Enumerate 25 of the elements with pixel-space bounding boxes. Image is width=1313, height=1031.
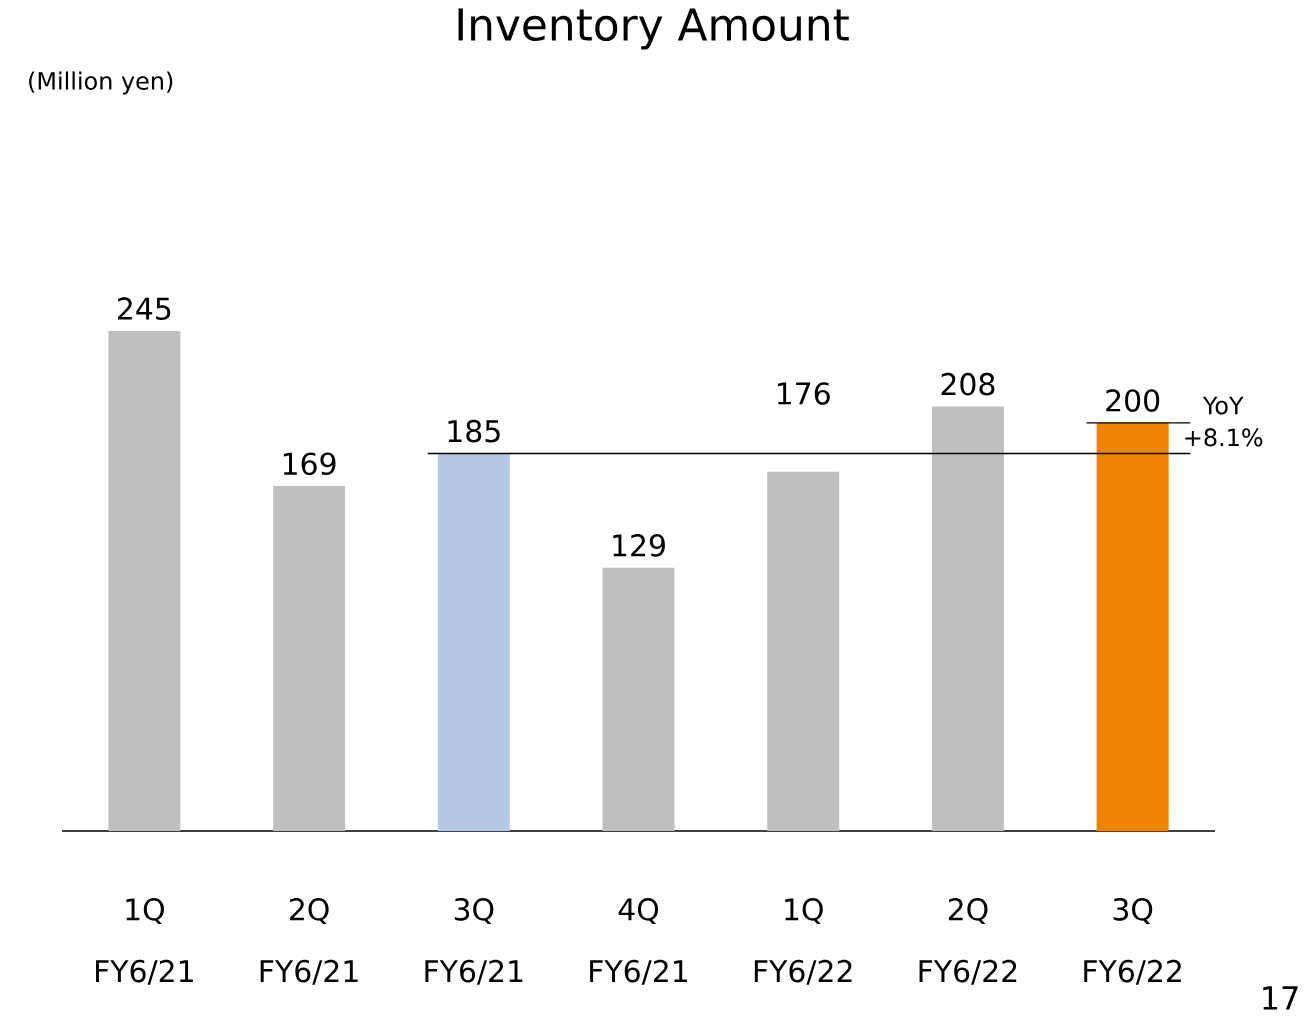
bar <box>437 453 510 831</box>
x-tick-label: 3Q FY6/21 <box>425 898 523 985</box>
bar <box>273 486 346 831</box>
text: (Million yen) <box>29 71 173 95</box>
x-tick-label: 2Q FY6/22 <box>919 898 1017 985</box>
data-label: 200 <box>1106 389 1160 412</box>
bar <box>1096 422 1169 831</box>
bar <box>767 471 840 831</box>
x-tick-label: 2Q FY6/21 <box>260 898 358 985</box>
data-label: 129 <box>613 534 665 557</box>
data-label: 169 <box>283 452 336 476</box>
data-label: 176 <box>777 382 830 405</box>
bar <box>108 330 181 831</box>
data-label: 245 <box>118 297 171 320</box>
x-tick-label: 1Q FY6/22 <box>754 898 852 985</box>
ref-line-label: YoY +8.1% <box>1185 396 1263 447</box>
bar <box>931 406 1004 831</box>
text: 17 <box>1263 986 1298 1010</box>
x-tick-label: 1Q FY6/21 <box>96 898 193 985</box>
data-label: 185 <box>448 419 500 443</box>
x-tick-label: 4Q FY6/21 <box>590 898 687 985</box>
x-tick-label: 3Q FY6/22 <box>1084 898 1181 985</box>
data-label: 208 <box>941 372 995 396</box>
chart-title: Inventory Amount <box>458 8 849 50</box>
bar <box>602 567 675 831</box>
